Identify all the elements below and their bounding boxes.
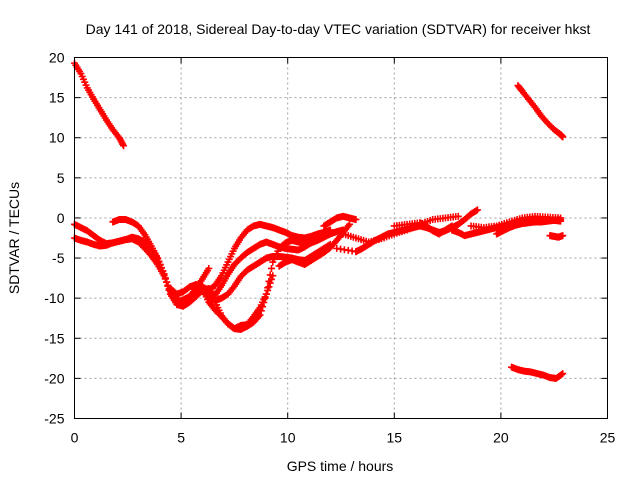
y-tick-label: 0 (57, 210, 65, 226)
axis-ticks: 0 5 10 15 20 25 20 15 10 5 0 -5 -10 -15 -20 -25 (44, 50, 615, 446)
data-point (163, 278, 171, 286)
data-point (159, 267, 167, 275)
data-point (155, 257, 163, 265)
series-arc-4 (546, 232, 567, 241)
data-point (262, 290, 270, 298)
data-point (559, 370, 567, 378)
x-tick-label: 5 (177, 430, 185, 446)
data-point (266, 279, 274, 287)
data-point (352, 248, 360, 256)
data-point (267, 275, 275, 283)
data-point (557, 371, 565, 379)
y-tick-label: -10 (44, 290, 64, 306)
data-point (269, 272, 277, 280)
data-point (557, 216, 565, 224)
data-point (447, 223, 455, 231)
series-arc-1 (71, 59, 128, 150)
series-arc-19 (288, 228, 328, 246)
data-point (352, 216, 360, 224)
x-tick-label: 15 (387, 430, 403, 446)
x-tick-label: 25 (600, 430, 616, 446)
y-tick-label: -5 (52, 250, 65, 266)
data-point (161, 274, 169, 282)
series-arc-18 (493, 216, 565, 238)
series-arc-20 (333, 244, 360, 256)
series-arc-15 (390, 219, 456, 238)
y-tick-label: 5 (57, 170, 65, 186)
y-tick-label: -15 (44, 330, 64, 346)
y-tick-label: 10 (49, 130, 65, 146)
series-arc-3 (508, 363, 567, 382)
y-axis-label: SDTVAR / TECUs (6, 182, 22, 294)
data-point (265, 283, 273, 291)
data-point (320, 228, 328, 236)
data-point (559, 232, 567, 240)
data-point (157, 264, 165, 272)
y-tick-label: 20 (49, 50, 65, 66)
y-tick-label: -20 (44, 370, 64, 386)
plot-border (74, 57, 608, 419)
data-point (473, 206, 481, 214)
data-point (559, 133, 567, 141)
series-arc-13 (352, 206, 481, 256)
y-tick-label: -25 (44, 411, 64, 427)
y-tick-label: 15 (49, 90, 65, 106)
series-arc-2 (514, 82, 567, 141)
series-layer (71, 59, 567, 382)
data-point (267, 264, 275, 272)
data-point (346, 220, 354, 228)
data-point (160, 270, 168, 278)
x-tick-label: 10 (280, 430, 296, 446)
data-point (472, 207, 480, 215)
chart-title: Day 141 of 2018, Sidereal Day-to-day VTE… (86, 21, 591, 37)
x-axis-label: GPS time / hours (287, 458, 394, 474)
data-point (156, 260, 164, 268)
data-point (154, 254, 162, 262)
data-point (454, 212, 462, 220)
x-tick-label: 0 (71, 430, 79, 446)
series-arc-12 (320, 212, 360, 230)
x-tick-label: 20 (493, 430, 509, 446)
data-point (120, 142, 128, 150)
series-arc-7 (109, 216, 277, 333)
data-point (205, 264, 213, 272)
data-point (264, 286, 272, 294)
